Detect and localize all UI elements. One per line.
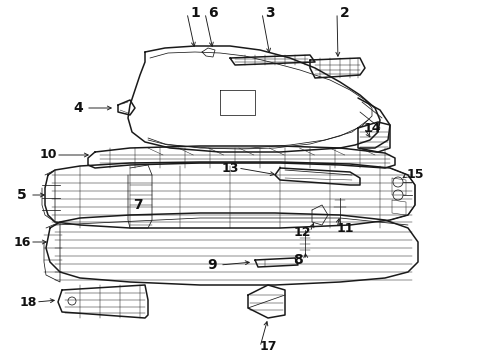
Text: 4: 4	[73, 101, 83, 115]
Text: 15: 15	[406, 168, 424, 181]
Text: 12: 12	[293, 225, 311, 238]
Text: 16: 16	[13, 235, 31, 248]
Text: 14: 14	[363, 122, 381, 135]
Text: 17: 17	[259, 341, 277, 354]
Text: 9: 9	[207, 258, 217, 272]
Text: 6: 6	[208, 6, 218, 20]
Text: 7: 7	[133, 198, 143, 212]
Text: 18: 18	[19, 296, 37, 309]
Text: 8: 8	[293, 253, 303, 267]
Text: 11: 11	[336, 221, 354, 234]
Text: 2: 2	[340, 6, 350, 20]
Text: 13: 13	[221, 162, 239, 175]
Text: 1: 1	[190, 6, 200, 20]
Text: 10: 10	[39, 148, 57, 162]
Text: 5: 5	[17, 188, 27, 202]
Text: 3: 3	[265, 6, 275, 20]
